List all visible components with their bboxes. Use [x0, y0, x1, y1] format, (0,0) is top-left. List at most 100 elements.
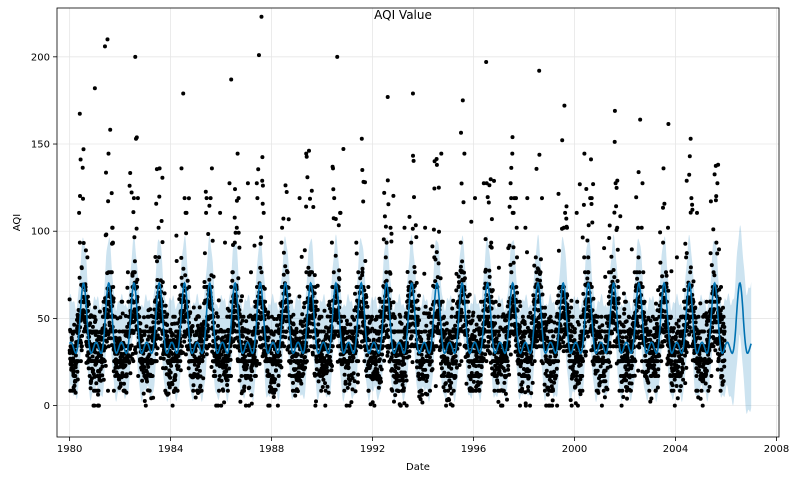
observation-point: [247, 385, 252, 390]
observation-point: [554, 373, 559, 378]
observation-point: [327, 299, 332, 304]
observation-point: [228, 357, 233, 362]
observation-point: [598, 380, 603, 384]
observation-point: [157, 194, 162, 199]
observation-point: [478, 373, 483, 378]
observation-point: [155, 259, 159, 264]
observation-point: [493, 299, 498, 304]
observation-point: [572, 327, 577, 331]
observation-point: [209, 166, 214, 171]
observation-point: [551, 388, 555, 393]
observation-point: [386, 335, 391, 339]
observation-point: [489, 245, 494, 250]
observation-point: [511, 210, 516, 215]
observation-point: [197, 368, 202, 373]
observation-point: [239, 374, 244, 378]
observation-point: [418, 397, 423, 402]
observation-point: [582, 151, 587, 156]
observation-point: [310, 270, 314, 275]
observation-point: [208, 196, 213, 201]
observation-point: [586, 270, 591, 275]
observation-point: [589, 196, 594, 201]
observation-point: [312, 273, 317, 278]
observation-point: [540, 292, 545, 297]
observation-point: [165, 337, 169, 342]
observation-point: [486, 324, 491, 329]
observation-point: [352, 308, 357, 313]
observation-point: [247, 329, 252, 334]
observation-point: [453, 354, 458, 359]
observation-point: [526, 375, 531, 380]
observation-point: [431, 347, 436, 352]
observation-point: [569, 305, 574, 310]
observation-point: [302, 248, 307, 253]
observation-point: [258, 337, 263, 342]
observation-point: [200, 359, 205, 364]
observation-point: [549, 329, 554, 334]
observation-point: [580, 235, 585, 240]
observation-point: [190, 324, 195, 328]
observation-point: [597, 325, 602, 330]
observation-point: [556, 191, 561, 196]
observation-point: [132, 259, 137, 264]
observation-point: [284, 329, 289, 334]
observation-point: [211, 274, 216, 279]
observation-point: [172, 314, 177, 319]
observation-point: [236, 196, 241, 201]
observation-point: [514, 285, 519, 289]
observation-point: [583, 353, 588, 358]
observation-point: [483, 352, 488, 357]
observation-point: [104, 170, 108, 175]
observation-point: [363, 259, 368, 263]
observation-point: [396, 389, 401, 394]
observation-point: [266, 315, 271, 320]
observation-point: [191, 383, 196, 388]
observation-point: [385, 178, 390, 183]
observation-point: [584, 349, 588, 354]
observation-point: [143, 329, 148, 334]
observation-point: [533, 255, 538, 260]
observation-point: [443, 388, 447, 393]
observation-point: [275, 403, 280, 408]
observation-point: [79, 348, 84, 353]
observation-point: [356, 359, 361, 364]
observation-point: [453, 374, 458, 378]
observation-point: [93, 350, 98, 355]
observation-point: [611, 318, 616, 323]
observation-point: [295, 352, 300, 357]
observation-point: [443, 331, 448, 336]
observation-point: [328, 359, 333, 364]
observation-point: [179, 255, 184, 260]
observation-point: [303, 365, 308, 370]
observation-point: [188, 310, 193, 315]
observation-point: [410, 226, 415, 231]
observation-point: [239, 298, 243, 303]
observation-point: [532, 359, 537, 364]
observation-point: [586, 334, 590, 339]
observation-point: [502, 368, 507, 373]
observation-point: [178, 368, 183, 373]
observation-point: [307, 148, 311, 153]
observation-point: [102, 359, 107, 364]
observation-point: [250, 369, 255, 374]
observation-point: [122, 381, 126, 386]
observation-point: [283, 264, 288, 269]
observation-point: [574, 210, 579, 215]
observation-point: [152, 307, 157, 312]
observation-point: [548, 362, 552, 367]
observation-point: [382, 214, 387, 219]
observation-point: [142, 333, 147, 337]
observation-point: [160, 280, 165, 285]
observation-point: [177, 297, 182, 302]
observation-point: [125, 285, 130, 290]
observation-point: [364, 300, 369, 305]
observation-point: [442, 370, 447, 375]
observation-point: [507, 243, 512, 248]
observation-point: [556, 293, 561, 298]
observation-point: [501, 388, 506, 393]
observation-point: [447, 362, 452, 366]
observation-point: [608, 350, 613, 355]
observation-point: [358, 276, 363, 281]
observation-point: [433, 257, 438, 262]
